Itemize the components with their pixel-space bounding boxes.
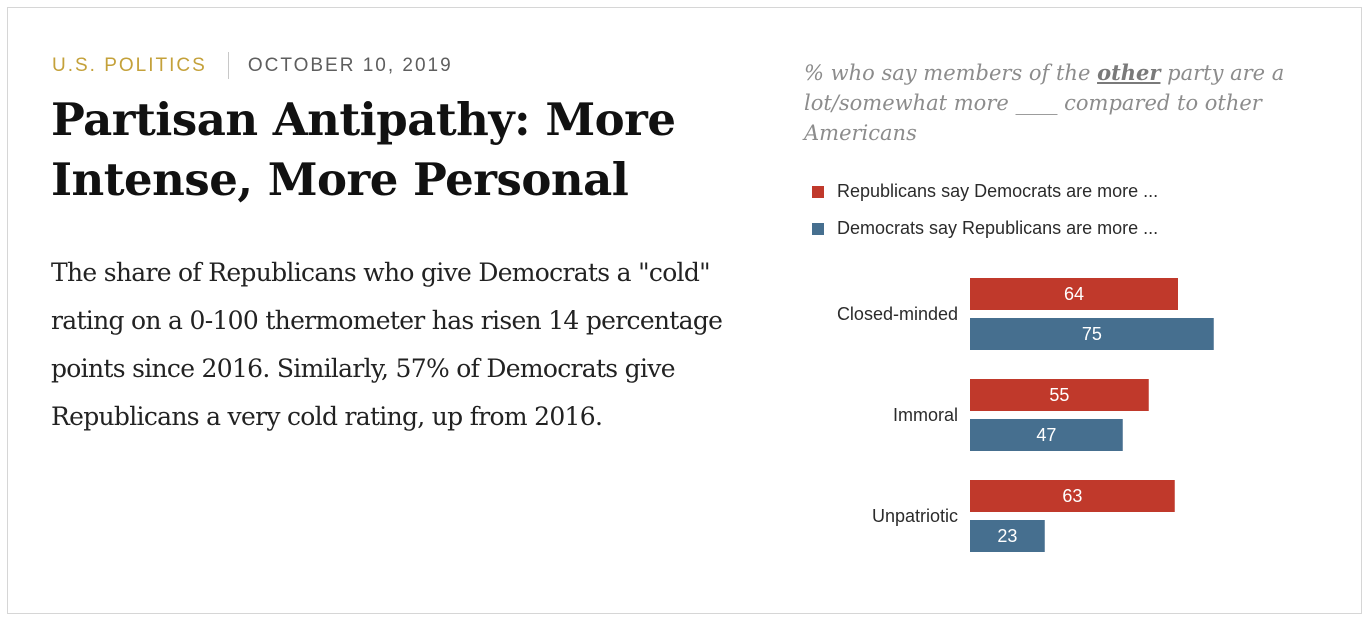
legend-item-republicans: Republicans say Democrats are more ... (812, 173, 1158, 210)
legend-label-republicans: Republicans say Democrats are more ... (837, 181, 1159, 201)
legend-label-democrats: Democrats say Republicans are more ... (837, 218, 1159, 238)
category-label: Immoral (893, 405, 958, 425)
bar (970, 520, 1045, 552)
category-label: Closed-minded (837, 304, 958, 324)
chart-legend: Republicans say Democrats are more ... D… (812, 173, 1158, 247)
publish-date: OCTOBER 10, 2019 (247, 54, 453, 76)
legend-swatch-republicans (812, 185, 824, 198)
bar-value-label: 47 (1036, 425, 1056, 445)
bar-value-label: 55 (1049, 385, 1069, 405)
bar-value-label: 23 (997, 526, 1017, 546)
meta-divider (227, 52, 229, 79)
bar-value-label: 64 (1064, 284, 1084, 304)
bar-plot: Closed-minded 64 75 Immoral 55 47 Unpatriotic 6… (837, 278, 1214, 552)
article-title[interactable]: Partisan Antipathy: More Intense, More P… (51, 93, 676, 206)
bar-value-label: 75 (1082, 324, 1102, 344)
legend-item-democrats: Democrats say Republicans are more ... (812, 210, 1158, 247)
category-link[interactable]: U.S. POLITICS (52, 54, 207, 76)
chart: % who say members of the other party are… (798, 58, 1298, 578)
article-summary: The share of Republicans who give Democr… (51, 258, 723, 431)
bar (970, 318, 1214, 350)
category-label: Unpatriotic (872, 506, 958, 526)
chart-subtitle-emphasis: other (1097, 60, 1161, 85)
legend-swatch-democrats (812, 222, 824, 235)
bar (970, 480, 1175, 512)
chart-subtitle: % who say members of the other party are… (804, 58, 1294, 148)
bar-value-label: 63 (1062, 486, 1082, 506)
bar (970, 419, 1123, 451)
bar (970, 278, 1178, 310)
chart-subtitle-before: % who say members of the (804, 61, 1098, 85)
article-meta: U.S. POLITICS OCTOBER 10, 2019 (52, 52, 453, 79)
chart-subtitle-after: party are a lot/somewhat more ____ compa… (804, 61, 1285, 145)
bar (970, 379, 1149, 411)
article-card[interactable]: U.S. POLITICS OCTOBER 10, 2019 Partisan … (7, 7, 1362, 614)
